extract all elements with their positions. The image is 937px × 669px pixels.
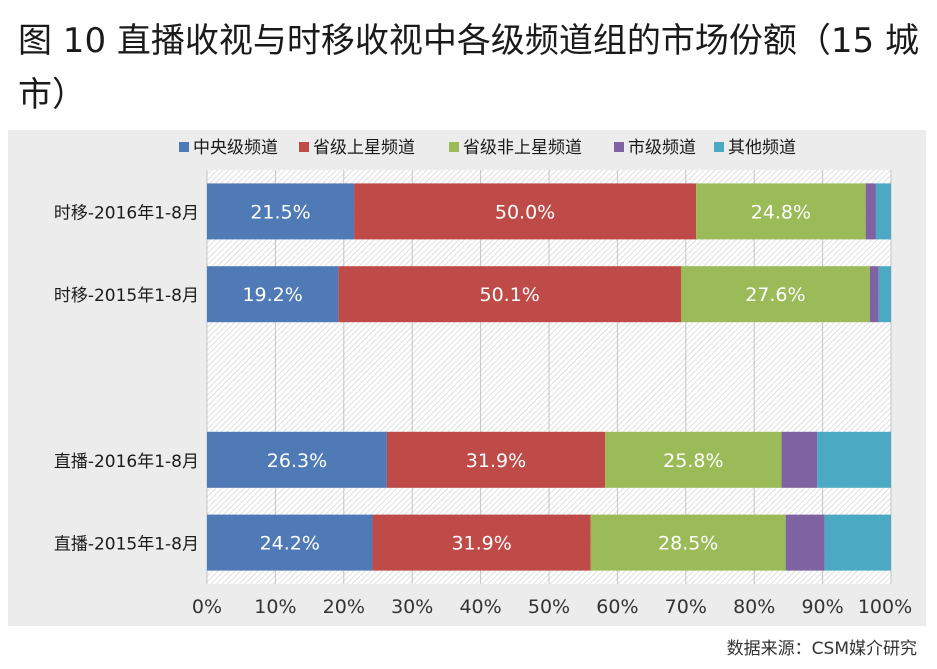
data-label: 50.1%	[479, 284, 539, 306]
x-tick-label: 60%	[596, 596, 638, 618]
x-tick-label: 30%	[391, 596, 433, 618]
bar-segment	[696, 183, 866, 240]
data-label: 25.8%	[663, 450, 723, 472]
bar-segment	[354, 183, 697, 240]
bar-segment	[386, 431, 606, 488]
data-label: 19.2%	[242, 284, 302, 306]
bar-segment	[824, 514, 891, 571]
x-tick-label: 90%	[801, 596, 843, 618]
chart-title: 图 10 直播收视与时移收视中各级频道组的市场份额（15 城市）	[18, 21, 919, 115]
data-label: 21.5%	[250, 201, 310, 223]
x-tick-label: 40%	[459, 596, 501, 618]
bar-segment	[207, 183, 355, 240]
x-tick-label: 20%	[323, 596, 365, 618]
x-tick-label: 70%	[665, 596, 707, 618]
legend-label: 省级上星频道	[313, 138, 415, 158]
legend-label: 市级频道	[628, 138, 696, 158]
legend-label: 省级非上星频道	[463, 138, 582, 158]
bar-segment	[781, 431, 818, 488]
legend-swatch	[449, 142, 459, 152]
x-tick-label: 100%	[858, 596, 912, 618]
bar-segment	[207, 266, 339, 323]
legend-swatch	[614, 142, 624, 152]
category-label: 直播-2015年1-8月	[54, 535, 199, 555]
legend-label: 中央级频道	[193, 138, 278, 158]
data-label: 31.9%	[451, 533, 511, 555]
legend: 中央级频道 省级上星频道 省级非上星频道 市级频道 其他频道	[179, 138, 796, 158]
legend-swatch	[299, 142, 309, 152]
data-label: 27.6%	[745, 284, 805, 306]
data-label: 24.2%	[260, 533, 320, 555]
bar-segment	[875, 183, 891, 240]
data-label: 50.0%	[495, 201, 555, 223]
x-tick-label: 50%	[528, 596, 570, 618]
data-label: 24.8%	[751, 201, 811, 223]
bar-segment	[869, 266, 879, 323]
bar-segment	[207, 514, 373, 571]
legend-swatch	[179, 142, 189, 152]
bar-segment	[681, 266, 870, 323]
category-label: 时移-2015年1-8月	[54, 286, 199, 306]
legend-swatch	[714, 142, 724, 152]
data-label: 26.3%	[267, 450, 327, 472]
bar-segment	[207, 431, 387, 488]
bar-segment	[817, 431, 891, 488]
stacked-bar-chart: 中央级频道 省级上星频道 省级非上星频道 市级频道 其他频道 21.5% 50.0% 24.…	[8, 130, 926, 626]
data-label: 31.9%	[466, 450, 526, 472]
bar-segment	[785, 514, 825, 571]
bar-segment	[865, 183, 876, 240]
bar-segment	[338, 266, 682, 323]
chart-area: 中央级频道 省级上星频道 省级非上星频道 市级频道 其他频道 21.5% 50.0% 24.…	[8, 130, 926, 626]
category-label: 直播-2016年1-8月	[54, 452, 199, 472]
bar-segment	[590, 514, 786, 571]
legend-label: 其他频道	[728, 138, 796, 158]
bar-segment	[878, 266, 891, 323]
data-label: 28.5%	[658, 533, 718, 555]
x-tick-label: 0%	[192, 596, 222, 618]
bar-segment	[605, 431, 782, 488]
bar-segment	[372, 514, 591, 571]
source-note: 数据来源：CSM媒介研究	[726, 639, 917, 659]
x-tick-label: 10%	[254, 596, 296, 618]
category-label: 时移-2016年1-8月	[54, 203, 199, 223]
x-tick-label: 80%	[733, 596, 775, 618]
